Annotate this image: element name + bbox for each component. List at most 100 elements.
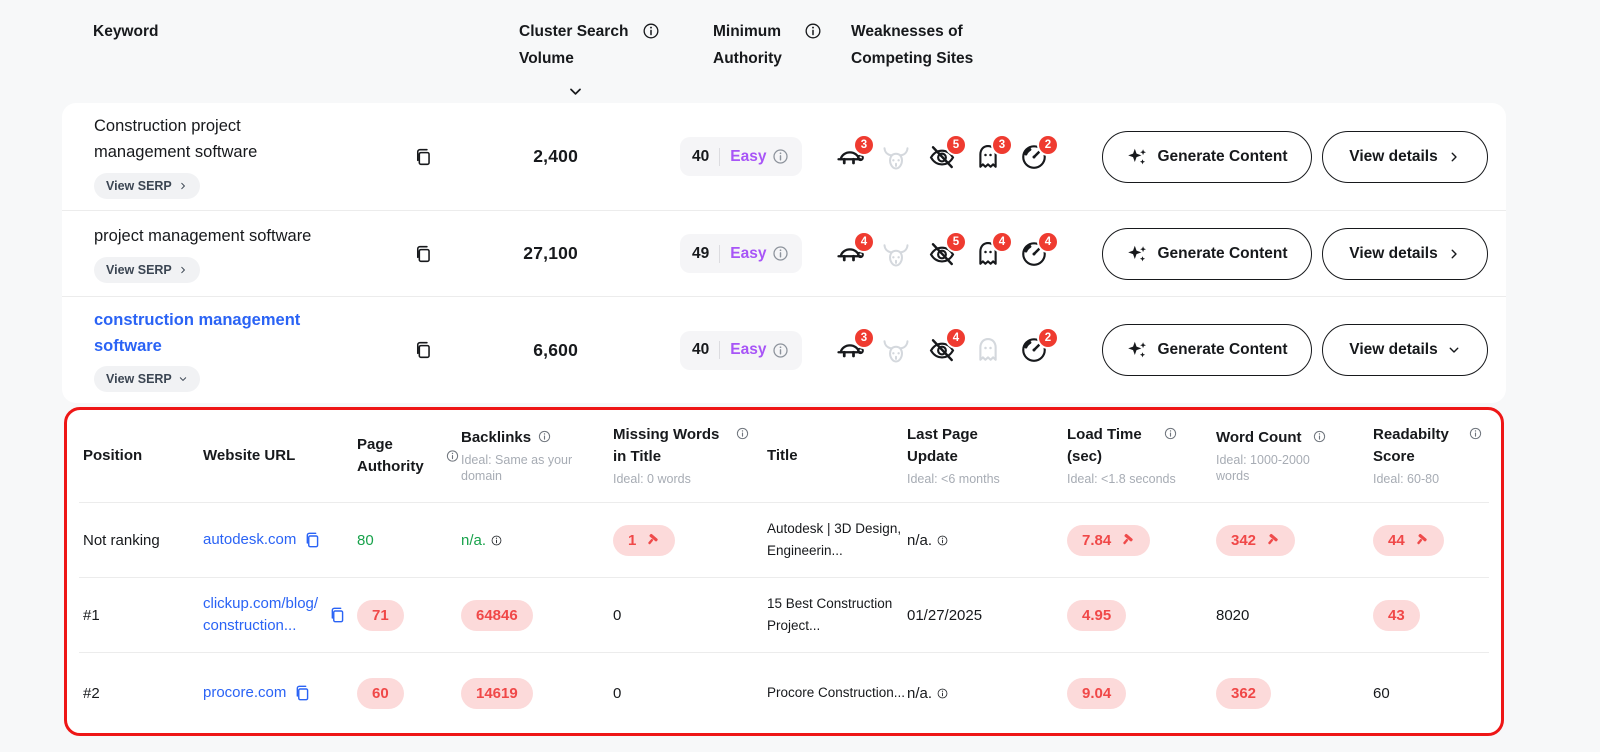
chevron-right-icon [178,265,188,275]
gauge-weakness-icon[interactable]: 4 [1019,232,1057,269]
readability-badge: 43 [1373,599,1420,631]
copy-icon[interactable] [413,339,435,361]
page-title-value: Procore Construction... [767,685,906,701]
generate-content-button[interactable]: Generate Content [1102,130,1312,183]
competitor-row: #1 clickup.com/blog/construction... 71 6… [79,578,1489,653]
bull-skull-weakness-icon[interactable] [881,142,911,172]
eye-off-weakness-icon[interactable]: 4 [927,329,965,365]
info-icon[interactable] [936,687,949,700]
info-icon[interactable] [1163,426,1178,441]
website-url-link[interactable]: procore.com [203,683,287,701]
generate-content-button[interactable]: Generate Content [1102,324,1312,376]
sort-chevron-down-icon[interactable] [567,83,584,100]
keyword-text: project management software [94,227,312,246]
readability-value: 60 [1373,684,1390,702]
page-title-value: 15 Best Construction Project... [767,596,893,633]
info-icon[interactable] [936,534,949,547]
last-update-value: n/a. [907,531,933,549]
view-serp-button[interactable]: View SERP [94,172,200,199]
weakness-count-badge: 5 [947,232,965,251]
keyword-row: project management software View SERP 27… [62,211,1506,297]
missing-words-value: 0 [613,684,622,702]
readability-ideal-hint: Ideal: 60-80 [1373,471,1440,486]
copy-icon[interactable] [413,146,435,168]
gauge-weakness-icon[interactable]: 2 [1019,329,1057,365]
bull-skull-weakness-icon[interactable] [881,335,911,365]
chevron-down-icon [178,374,188,384]
website-url-link[interactable]: autodesk.com [203,530,297,548]
competitor-row: Not ranking autodesk.com 80 n/a. 1 Autod… [79,503,1489,578]
copy-icon[interactable] [328,605,348,625]
copy-icon[interactable] [303,530,323,550]
keyword-text[interactable]: construction management software [94,310,301,355]
ghost-weakness-icon[interactable]: 3 [973,135,1011,172]
bull-skull-weakness-icon[interactable] [881,239,911,269]
minimum-authority-column-header: Minimum Authority [713,16,851,103]
missing-words-badge: 1 [613,524,676,556]
readability-badge: 44 [1373,524,1444,556]
info-icon[interactable] [771,341,790,360]
weakness-count-badge: 3 [855,329,873,347]
details-table-header: Position Website URL Page Authority Back… [79,410,1489,503]
keyword-list-header: Keyword Cluster Search Volume Minimum Au… [62,0,1506,103]
info-icon[interactable] [771,244,790,263]
keyword-research-page: Keyword Cluster Search Volume Minimum Au… [62,0,1506,736]
page-title-value: Autodesk | 3D Design, Engineerin... [767,521,902,558]
difficulty-label: Easy [730,244,767,262]
turtle-weakness-icon[interactable]: 4 [835,232,873,269]
view-details-button[interactable]: View details [1322,227,1488,280]
info-icon[interactable] [735,426,750,441]
generate-content-button[interactable]: Generate Content [1102,227,1312,280]
missing-words-ideal-hint: Ideal: 0 words [613,471,691,486]
copy-icon[interactable] [293,683,313,703]
turtle-weakness-icon[interactable]: 3 [835,135,873,172]
word-count-badge: 362 [1216,677,1272,709]
copy-icon[interactable] [413,243,435,265]
load-time-column-header: Load Time (sec) [1067,426,1142,466]
authority-score: 40 [692,341,721,359]
eye-off-weakness-icon[interactable]: 5 [927,135,965,172]
view-details-button[interactable]: View details [1322,130,1488,183]
authority-badge: 40 Easy [680,330,802,370]
hammer-icon [1119,532,1135,548]
info-icon[interactable] [1312,429,1327,444]
info-icon[interactable] [803,21,823,41]
weakness-count-badge: 3 [855,135,873,154]
info-icon[interactable] [641,21,661,41]
view-serp-button[interactable]: View SERP [94,366,200,393]
title-column-header: Title [767,447,798,465]
ghost-weakness-icon[interactable]: 4 [973,232,1011,269]
competitor-details-panel: Position Website URL Page Authority Back… [64,407,1504,736]
chevron-right-icon [178,181,188,191]
keyword-column-header: Keyword [93,23,159,40]
info-icon[interactable] [445,449,460,464]
page-authority-column-header: Page Authority [357,436,424,475]
last-update-value: n/a. [907,684,933,702]
gauge-weakness-icon[interactable]: 2 [1019,135,1057,172]
page-authority-badge: 60 [357,677,404,709]
authority-score: 40 [692,147,721,166]
website-url-link[interactable]: clickup.com/blog/construction... [203,594,319,635]
info-icon[interactable] [490,534,503,547]
weakness-count-badge: 2 [1039,329,1057,347]
keyword-row-expanded: construction management software View SE… [62,297,1506,403]
hammer-icon [1413,532,1429,548]
turtle-weakness-icon[interactable]: 3 [835,329,873,365]
page-authority-value: 80 [357,531,374,549]
weakness-icons: 3 5 3 2 [835,135,1095,172]
view-serp-button[interactable]: View SERP [94,256,200,283]
info-icon[interactable] [771,147,790,166]
eye-off-weakness-icon[interactable]: 5 [927,232,965,269]
chevron-down-icon [1447,343,1461,357]
info-icon[interactable] [537,429,552,444]
weakness-count-badge: 3 [993,135,1011,154]
cluster-volume-value: 2,400 [533,146,578,166]
backlinks-value: n/a. [461,531,487,549]
last-page-update-column-header: Last Page Update [907,426,978,466]
load-time-badge: 9.04 [1067,677,1127,709]
keyword-text: Construction project management software [94,117,258,161]
ghost-weakness-icon[interactable] [973,335,1003,365]
view-details-button[interactable]: View details [1322,324,1488,376]
competitor-row: #2 procore.com 60 14619 0 Procore Constr… [79,653,1489,733]
info-icon[interactable] [1468,426,1483,441]
